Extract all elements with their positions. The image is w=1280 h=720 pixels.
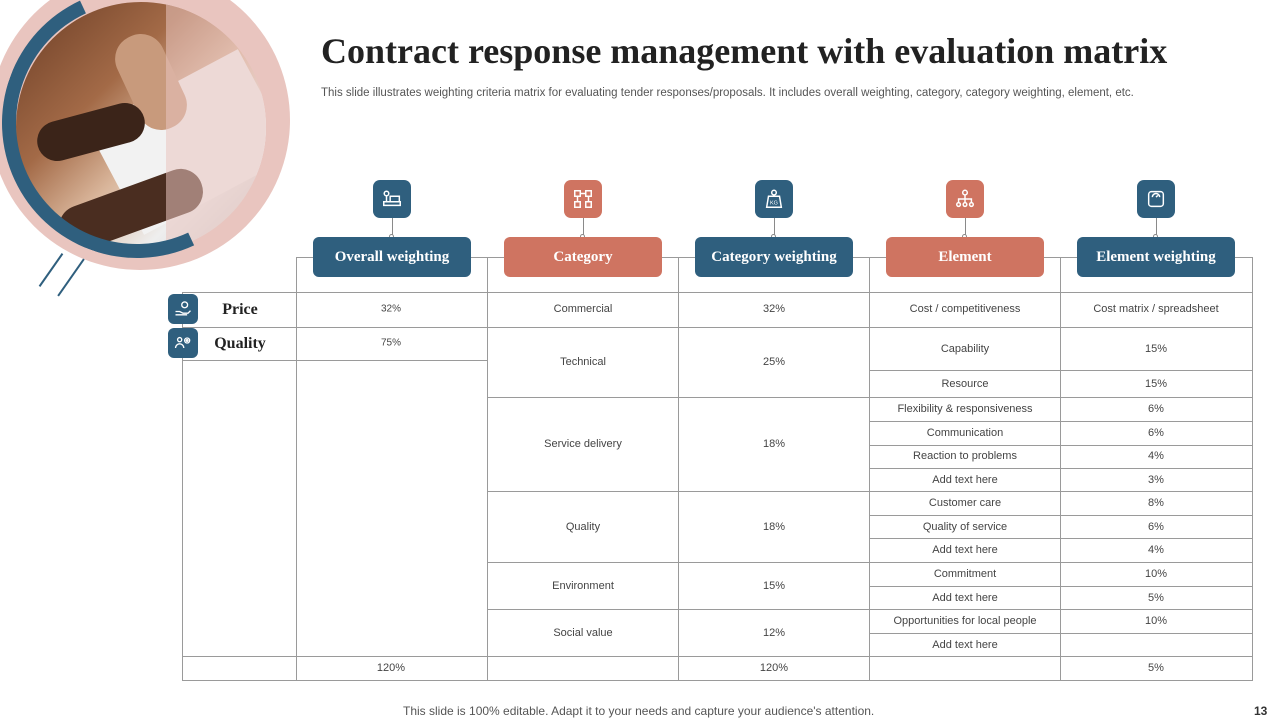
page-number: 13 xyxy=(1254,704,1268,718)
element-cell: Flexibility & responsiveness xyxy=(897,403,1033,415)
category-cell: Social value xyxy=(553,627,613,639)
category-weight-cell: 32% xyxy=(762,303,786,315)
element-weight-cell: 8% xyxy=(1148,497,1164,509)
element-weight-cell: 15% xyxy=(1144,378,1168,390)
element-cell: Add text here xyxy=(932,474,998,486)
element-cell: Commitment xyxy=(933,568,997,580)
element-weight-cell: 4% xyxy=(1148,450,1164,462)
kg-weight-icon: KG xyxy=(755,180,793,218)
decorative-photo-circle xyxy=(0,0,311,297)
element-weight-cell: 3% xyxy=(1148,474,1164,486)
element-cell: Add text here xyxy=(932,544,998,556)
element-weight-cell: 10% xyxy=(1144,615,1168,627)
element-cell: Add text here xyxy=(932,639,998,651)
category-cell: Environment xyxy=(552,580,614,592)
column-header-category-weighting: Category weighting xyxy=(695,237,853,277)
category-weight-cell: 15% xyxy=(762,580,786,592)
category-cell: Service delivery xyxy=(544,438,622,450)
users-gear-icon xyxy=(168,328,198,358)
total-category-weighting: 120% xyxy=(759,662,789,674)
element-weight-cell: 15% xyxy=(1144,343,1168,355)
element-cell: Quality of service xyxy=(922,521,1008,533)
column-header-category: Category xyxy=(504,237,662,277)
element-cell: Opportunities for local people xyxy=(893,615,1037,627)
element-weight-cell: 6% xyxy=(1148,403,1164,415)
element-weight-cell: 4% xyxy=(1148,544,1164,556)
column-header-element-weighting: Element weighting xyxy=(1077,237,1235,277)
element-cell: Cost / competitiveness xyxy=(909,303,1021,315)
overall-weighting-quality: 75% xyxy=(380,337,402,349)
flowchart-icon xyxy=(564,180,602,218)
element-weight-cell: 10% xyxy=(1144,568,1168,580)
column-header-element: Element xyxy=(886,237,1044,277)
category-weight-cell: 25% xyxy=(762,356,786,368)
element-cell: Reaction to problems xyxy=(913,450,1017,462)
total-element-weighting: 5% xyxy=(1148,662,1164,674)
category-weight-cell: 18% xyxy=(762,438,786,450)
category-cell: Technical xyxy=(560,356,606,368)
overall-weighting-price: 32% xyxy=(380,303,402,315)
element-weight-cell: 6% xyxy=(1148,427,1164,439)
footer-note: This slide is 100% editable. Adapt it to… xyxy=(403,704,875,718)
column-header-overall-weighting: Overall weighting xyxy=(313,237,471,277)
row-label-quality: Quality xyxy=(214,335,266,352)
element-weight-cell: 5% xyxy=(1148,592,1164,604)
category-weight-cell: 12% xyxy=(762,627,786,639)
hand-money-icon xyxy=(168,294,198,324)
element-weight-cell: 6% xyxy=(1148,521,1164,533)
page-title: Contract response management with evalua… xyxy=(321,31,1168,71)
category-cell: Quality xyxy=(565,521,601,533)
meeting-photo xyxy=(16,2,266,252)
category-cell: Commercial xyxy=(553,303,613,315)
row-label-price: Price xyxy=(222,301,258,318)
element-cell: Add text here xyxy=(932,592,998,604)
svg-text:KG: KG xyxy=(770,201,778,207)
total-overall-weighting: 120% xyxy=(376,662,406,674)
element-cell: Capability xyxy=(940,343,990,355)
element-weight-cell: Cost matrix / spreadsheet xyxy=(1093,303,1219,315)
element-cell: Customer care xyxy=(928,497,1002,509)
weighing-scale-icon xyxy=(373,180,411,218)
category-weight-cell: 18% xyxy=(762,521,786,533)
scale-dial-icon xyxy=(1137,180,1175,218)
element-cell: Resource xyxy=(941,378,989,390)
page-subtitle: This slide illustrates weighting criteri… xyxy=(321,87,1134,99)
element-cell: Communication xyxy=(926,427,1004,439)
network-hierarchy-icon xyxy=(946,180,984,218)
